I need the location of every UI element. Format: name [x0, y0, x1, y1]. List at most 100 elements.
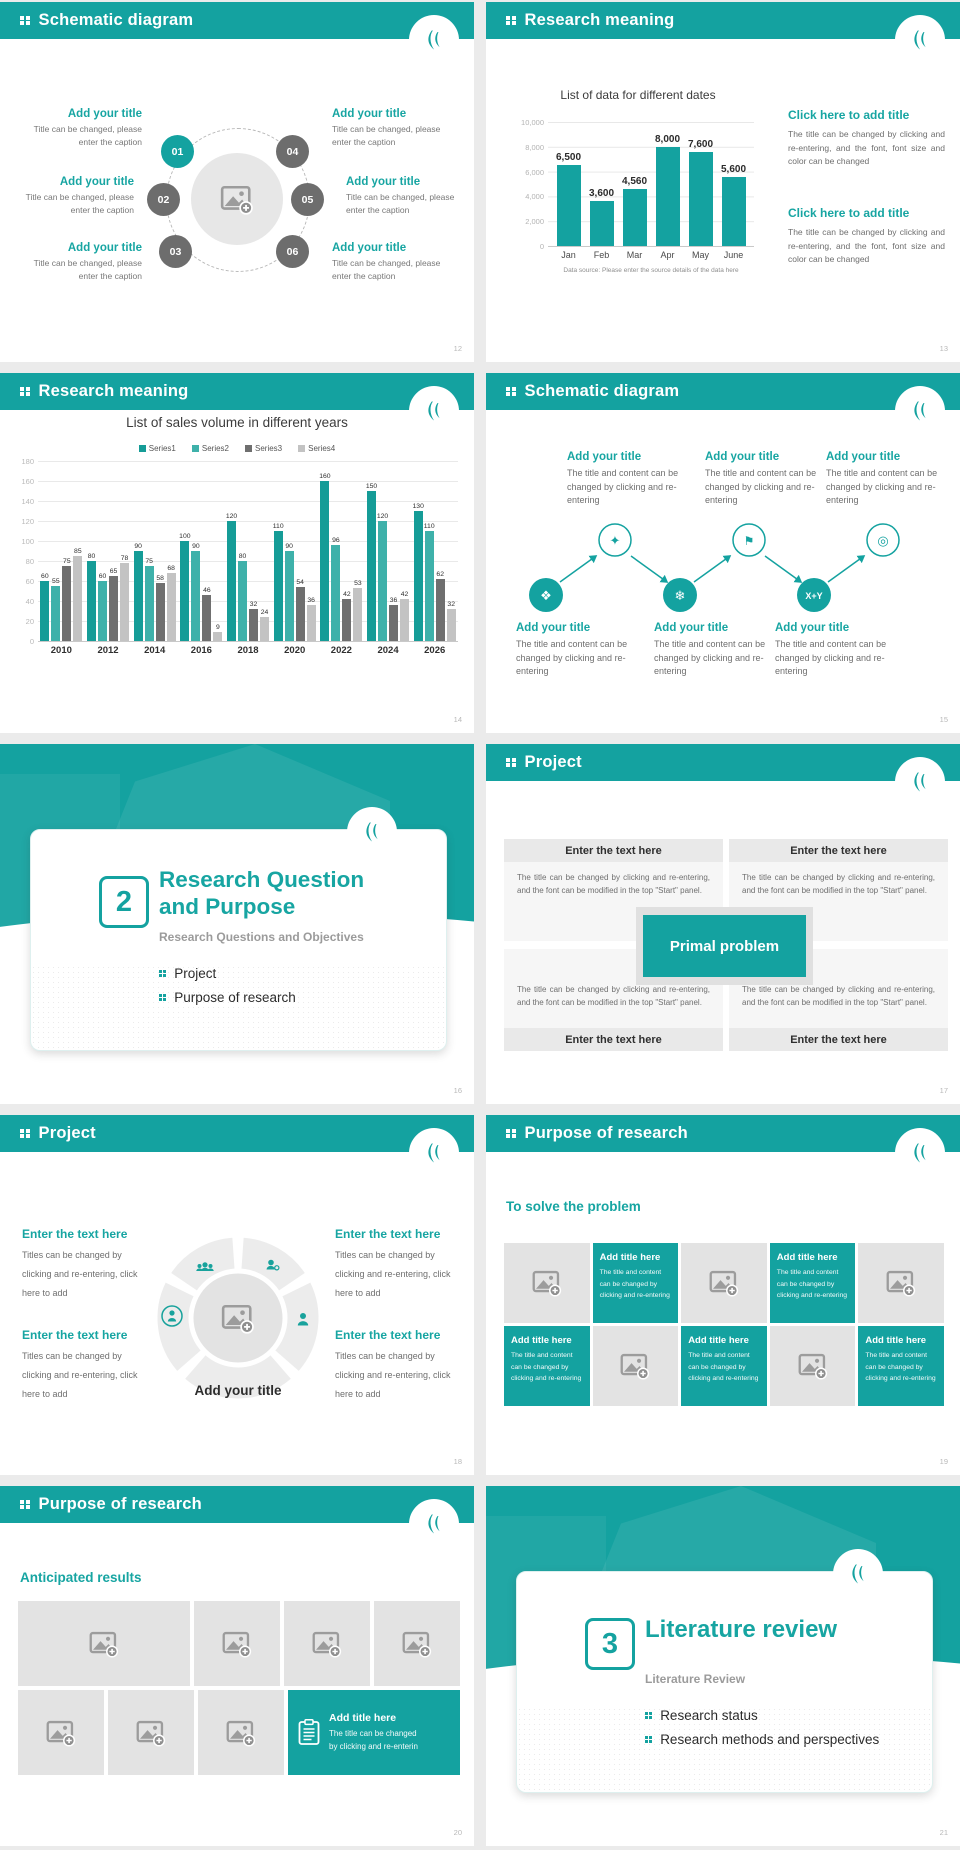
step-node-05: 05: [291, 183, 324, 216]
bar: [120, 563, 129, 641]
slide-title: Project: [524, 753, 582, 771]
y-axis-tick: 140: [21, 497, 34, 506]
bar-group: 110 90 54 36: [271, 461, 318, 641]
tile-body: The title and content can be changed by …: [688, 1352, 759, 1382]
brand-logo: [409, 1499, 459, 1549]
wheel-text-block: Enter the text here Titles can be change…: [335, 1227, 451, 1298]
bar-column: 53: [353, 461, 363, 641]
brand-logo: [895, 757, 945, 807]
y-axis-tick: 6,000: [525, 167, 544, 177]
bar-value-label: 42: [343, 591, 351, 598]
bar-group: 7,600: [684, 122, 717, 246]
tile-title: Add title here: [511, 1335, 572, 1346]
bar: [622, 189, 647, 246]
bar-column: 54: [295, 461, 305, 641]
bar: [238, 561, 248, 641]
flow-text-block: Add your title The title and content can…: [654, 622, 766, 676]
bar: [273, 531, 283, 641]
y-axis-tick: 8,000: [525, 142, 544, 152]
section-number: 2: [99, 876, 149, 928]
header-squares-icon: [20, 1128, 30, 1139]
bar-column: 42: [342, 461, 352, 641]
bar-group: 90 75 58 68: [131, 461, 178, 641]
snowflake-icon: ❄: [675, 588, 686, 603]
bar-value-label: 90: [134, 543, 142, 550]
bar-column: 62: [435, 461, 445, 641]
header-squares-icon: [506, 1128, 516, 1139]
step-node-02: 02: [147, 183, 180, 216]
image-plus-icon: [798, 1352, 828, 1380]
slide-19-purpose-of-research[interactable]: Purpose of research To solve the problem…: [486, 1115, 960, 1475]
bar-column: 130: [413, 461, 424, 641]
section-title: Literature review: [645, 1616, 838, 1643]
slide-20-purpose-of-research[interactable]: Purpose of research Anticipated results …: [0, 1486, 474, 1846]
bar-value-label: 36: [307, 597, 315, 604]
flow-text-block: Add your title The title and content can…: [775, 622, 887, 676]
x-axis-label: Feb: [593, 250, 610, 260]
slide-12-schematic-diagram[interactable]: Schematic diagram Add your title Title c…: [0, 2, 474, 362]
section-card: 2 Research Question and Purpose Research…: [30, 829, 447, 1051]
slide-17-project[interactable]: Project Enter the text here The title ca…: [486, 744, 960, 1104]
page-number: 17: [939, 1086, 948, 1095]
slide-title: Research meaning: [524, 11, 675, 29]
bar: [435, 579, 445, 641]
image-placeholder-tile: [592, 1326, 679, 1406]
bar: [589, 201, 614, 246]
bar-value-label: 62: [436, 571, 444, 578]
page-number: 14: [453, 715, 462, 724]
sparkle-icon: ✦: [610, 533, 621, 548]
bar-column: 90: [191, 461, 201, 641]
flow-diagram: ❖ ❄ X+Y ✦ ⚑ ◎: [529, 523, 900, 612]
brand-logo: [895, 386, 945, 436]
callout-block: Add your title Title can be changed, ple…: [33, 108, 142, 147]
slide-18-project[interactable]: Project Enter the text here Titles can b…: [0, 1115, 474, 1475]
tile-body: The title and content can be changed by …: [865, 1352, 936, 1382]
slide-header: Schematic diagram: [486, 373, 960, 410]
caption-tile: Add title here The title and content can …: [504, 1326, 590, 1406]
bar-column: 85: [73, 461, 83, 641]
bar-column: 60: [98, 461, 108, 641]
people-wheel-diagram: [157, 1237, 319, 1399]
bar-column: 75: [144, 461, 154, 641]
bar: [446, 609, 456, 641]
legend-swatch: [138, 445, 146, 452]
step-node-01: 01: [161, 135, 194, 168]
bar-column: 75: [62, 461, 72, 641]
image-placeholder-tile: [858, 1243, 944, 1323]
slide-title: Purpose of research: [38, 1495, 202, 1513]
bullet-item: Research methods and perspectives: [645, 1732, 879, 1747]
bar-column: 80: [238, 461, 248, 641]
text-box: The title can be changed by clicking and…: [504, 949, 723, 1051]
bar-group: 130 110 62 32: [411, 461, 458, 641]
flow-text-block: Add your title The title and content can…: [567, 451, 679, 505]
bar-group: 3,600: [585, 122, 618, 246]
bar-value-label: 120: [376, 513, 389, 520]
bar-column: 36: [306, 461, 316, 641]
bar: [353, 588, 363, 641]
y-axis-tick: 100: [21, 537, 34, 546]
bar-value-label: 9: [215, 624, 220, 631]
bar: [202, 595, 212, 641]
bullet-item: Research status: [645, 1708, 879, 1723]
slide-21-section-literature-review[interactable]: 3 Literature review Literature Review Re…: [486, 1486, 960, 1846]
bar-column: 100: [179, 461, 191, 641]
y-axis-tick: 120: [21, 517, 34, 526]
bar: [62, 566, 72, 641]
bar-column: 9: [213, 461, 223, 641]
molecule-icon: ❖: [540, 588, 552, 603]
bar-group: 80 60 65 78: [85, 461, 132, 641]
image-placeholder-tile: [504, 1243, 590, 1323]
tile-title: Add title here: [776, 1252, 838, 1263]
bar: [51, 586, 61, 641]
bullet-squares-icon: [645, 1711, 653, 1720]
slide-13-research-meaning[interactable]: Research meaning List of data for differ…: [486, 2, 960, 362]
image-placeholder-tile: [681, 1243, 767, 1323]
bar-group: 100 90 46 9: [178, 461, 225, 641]
section-subtitle: Literature Review: [645, 1672, 746, 1686]
slide-15-schematic-diagram[interactable]: Schematic diagram Add your title The tit…: [486, 373, 960, 733]
page-number: 16: [453, 1086, 462, 1095]
bar-value-label: 55: [52, 578, 60, 585]
slide-14-research-meaning[interactable]: Research meaning List of sales volume in…: [0, 373, 474, 733]
slide-16-section-research-question[interactable]: 2 Research Question and Purpose Research…: [0, 744, 474, 1104]
page-number: 20: [453, 1828, 462, 1837]
